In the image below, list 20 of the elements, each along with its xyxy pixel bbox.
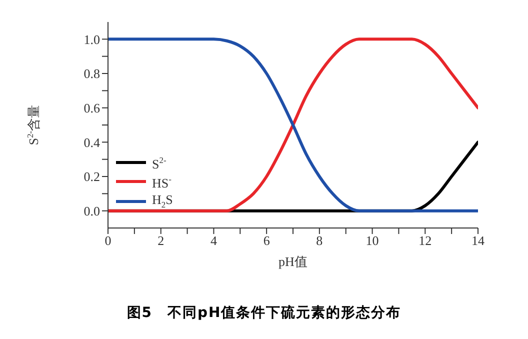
y-tick-label: 1.0	[84, 32, 100, 47]
x-tick-label: 14	[472, 233, 485, 248]
x-tick-label: 2	[158, 233, 164, 248]
y-tick-label: 0.2	[84, 169, 100, 184]
x-tick-label: 12	[418, 233, 432, 248]
line-series	[108, 38, 478, 212]
legend-label: H$_{2}$S	[152, 192, 173, 210]
x-tick-label: 0	[104, 233, 112, 248]
legend-label: HS$^{-}$	[152, 174, 172, 191]
legend-label: S$^{2-}$	[152, 155, 166, 172]
x-tick-label: 4	[210, 233, 218, 248]
y-tick-label: 0.6	[84, 100, 100, 116]
x-tick-label: 10	[366, 233, 379, 248]
text: 图5 不同pH值条件下硫元素的形态分布	[126, 305, 402, 321]
y-tick-label: 0.4	[84, 134, 100, 150]
x-tick-label: 8	[316, 233, 323, 248]
y-tick-label: 0.0	[84, 203, 100, 218]
x-axis-title: pH值	[278, 254, 308, 269]
x-tick-label: 6	[263, 233, 270, 248]
y-tick-label: 0.8	[84, 66, 100, 82]
